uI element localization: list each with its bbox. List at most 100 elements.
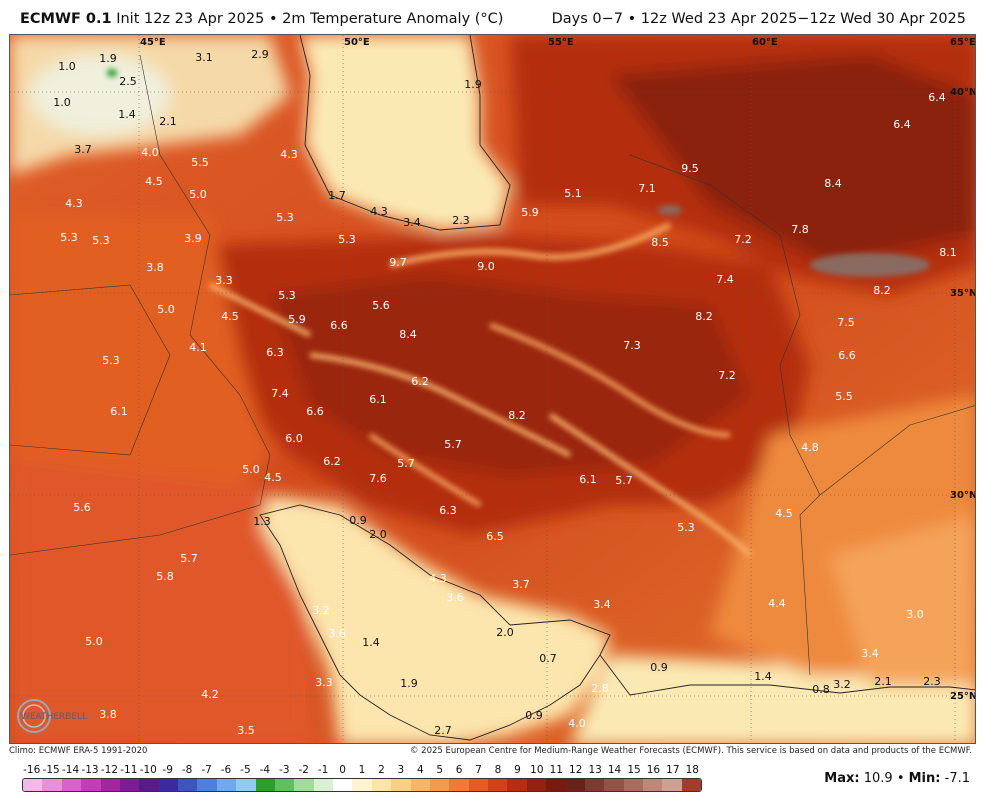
colorbar-tick-label: 4	[416, 764, 424, 776]
colorbar-swatch	[42, 779, 62, 791]
anomaly-value-label: 3.7	[74, 143, 92, 156]
anomaly-value-label: 5.9	[521, 206, 539, 219]
colorbar-tick-label: 17	[666, 764, 680, 776]
anomaly-value-label: 5.3	[278, 289, 296, 302]
anomaly-value-label: 8.1	[939, 246, 957, 259]
anomaly-value-label: 2.0	[496, 626, 514, 639]
colorbar-tick-label: -4	[259, 764, 271, 776]
colorbar-tick-label: 7	[475, 764, 482, 776]
colorbar-tick-label: 6	[455, 764, 463, 776]
lat-label: 30°N	[950, 490, 976, 501]
anomaly-value-label: 5.7	[615, 474, 633, 487]
anomaly-value-label: 5.0	[189, 188, 207, 201]
anomaly-value-label: 6.6	[306, 405, 324, 418]
separator: •	[896, 771, 905, 786]
anomaly-value-label: 5.5	[835, 390, 853, 403]
anomaly-value-label: 5.1	[564, 187, 582, 200]
product-name: 2m Temperature Anomaly (°C)	[282, 11, 504, 27]
lon-label: 65°E	[950, 37, 976, 48]
colorbar-swatch	[371, 779, 392, 791]
anomaly-value-label: 1.3	[253, 515, 271, 528]
colorbar: -16 -15 -14 -13 -12 -11 -10 -9 -8 -7 -6 -5 -4 -3 -2 -1 0…	[22, 760, 702, 796]
anomaly-value-label: 6.4	[893, 118, 911, 131]
anomaly-value-label: 6.5	[486, 530, 504, 543]
colorbar-swatch	[313, 779, 333, 791]
anomaly-value-label: 3.4	[403, 216, 421, 229]
colorbar-swatch	[391, 779, 411, 791]
anomaly-value-label: 9.7	[389, 256, 407, 269]
colorbar-tick-label: 12	[569, 764, 583, 776]
colorbar-swatch	[584, 779, 605, 791]
anomaly-value-label: 3.7	[512, 578, 530, 591]
anomaly-value-label: 8.2	[695, 310, 713, 323]
anomaly-map[interactable]: 45°E 50°E 55°E 60°E 65°E 40°N 35°N 30°N …	[9, 34, 976, 744]
anomaly-value-label: 5.3	[92, 234, 110, 247]
anomaly-value-label: 0.9	[525, 709, 543, 722]
colorbar-tick-label: -1	[317, 764, 329, 776]
anomaly-value-label: 5.0	[85, 635, 103, 648]
colorbar-tick-label: 11	[549, 764, 563, 776]
colorbar-tick-label: -5	[240, 764, 251, 776]
anomaly-value-label: 3.3	[315, 676, 333, 689]
anomaly-value-label: 4.5	[145, 175, 163, 188]
colorbar-swatch	[662, 779, 682, 791]
anomaly-value-label: 0.8	[812, 683, 830, 696]
colorbar-strip	[22, 778, 702, 792]
anomaly-value-label: 4.3	[429, 572, 447, 585]
anomaly-value-label: 6.2	[411, 375, 429, 388]
anomaly-values: 1.01.92.53.1 2.91.01.42.11.93.7 4.0 4.35.54…	[53, 48, 957, 737]
anomaly-value-label: 1.4	[118, 108, 136, 121]
anomaly-value-label: 5.5	[191, 156, 209, 169]
anomaly-value-label: 5.6	[372, 299, 390, 312]
colorbar-tick-label: -13	[81, 764, 99, 776]
anomaly-value-label: 5.0	[157, 303, 175, 316]
colorbar-tick-label: -14	[61, 764, 80, 776]
colorbar-ticks: -16 -15 -14 -13 -12 -11 -10 -9 -8 -7 -6 -5 -4 -3 -2 -1 0…	[22, 760, 702, 778]
lat-label: 35°N	[950, 288, 976, 299]
anomaly-value-label: 3.0	[906, 608, 924, 621]
anomaly-value-label: 4.1	[189, 341, 207, 354]
coastlines	[259, 35, 975, 741]
anomaly-value-label: 5.6	[73, 501, 91, 514]
lat-label: 25°N	[950, 691, 976, 702]
anomaly-value-label: 3.4	[861, 647, 879, 660]
anomaly-value-label: 5.9	[288, 313, 306, 326]
colorbar-swatch	[61, 779, 82, 791]
anomaly-value-label: 4.2	[201, 688, 219, 701]
anomaly-value-label: 3.6	[446, 591, 464, 604]
model-name: ECMWF 0.1	[20, 11, 112, 27]
anomaly-value-label: 1.4	[754, 670, 772, 683]
colorbar-swatch	[274, 779, 295, 791]
anomaly-value-label: 7.8	[791, 223, 809, 236]
colorbar-tick-label: 16	[646, 764, 661, 776]
anomaly-value-label: 8.4	[399, 328, 417, 341]
weatherbell-logo: WEATHERBELL	[16, 698, 96, 734]
svg-text:WEATHERBELL: WEATHERBELL	[21, 712, 87, 722]
anomaly-value-label: 5.3	[60, 231, 78, 244]
anomaly-value-label: 8.2	[508, 409, 526, 422]
anomaly-value-label: 4.8	[801, 441, 819, 454]
colorbar-tick-label: -6	[220, 764, 232, 776]
min-value: -7.1	[944, 771, 970, 786]
colorbar-tick-label: 1	[358, 764, 366, 776]
anomaly-value-label: 5.8	[156, 570, 174, 583]
colorbar-swatch	[488, 779, 508, 791]
colorbar-tick-label: 3	[397, 764, 405, 776]
lon-label: 45°E	[140, 37, 166, 48]
coordinate-labels: 45°E 50°E 55°E 60°E 65°E 40°N 35°N 30°N …	[140, 37, 976, 702]
anomaly-value-label: 6.0	[285, 432, 303, 445]
anomaly-value-label: 3.3	[215, 274, 233, 287]
anomaly-value-label: 1.0	[53, 96, 71, 109]
anomaly-value-label: 1.4	[362, 636, 380, 649]
anomaly-value-label: 3.2	[833, 678, 851, 691]
map-title: ECMWF 0.1 Init 12z 23 Apr 2025 • 2m Temp…	[20, 11, 504, 27]
colorbar-tick-label: 8	[494, 764, 502, 776]
min-label: Min:	[908, 771, 941, 786]
anomaly-value-label: 4.5	[221, 310, 239, 323]
colorbar-swatch	[643, 779, 663, 791]
anomaly-value-label: 5.7	[180, 552, 198, 565]
colorbar-swatch	[178, 779, 198, 791]
anomaly-value-label: 4.5	[264, 471, 282, 484]
colorbar-swatch	[23, 779, 43, 791]
colorbar-swatch	[681, 779, 701, 791]
